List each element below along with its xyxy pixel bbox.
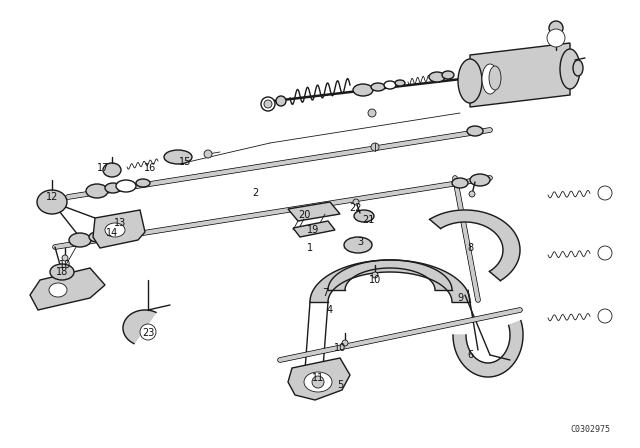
Text: 8: 8 bbox=[467, 243, 473, 253]
Text: 6: 6 bbox=[467, 350, 473, 360]
Ellipse shape bbox=[103, 228, 123, 240]
Ellipse shape bbox=[384, 81, 396, 89]
Text: 17: 17 bbox=[97, 163, 109, 173]
Circle shape bbox=[264, 100, 272, 108]
Text: 10: 10 bbox=[369, 275, 381, 285]
Ellipse shape bbox=[164, 150, 192, 164]
Circle shape bbox=[598, 186, 612, 200]
Ellipse shape bbox=[429, 72, 445, 82]
Circle shape bbox=[62, 255, 68, 261]
Ellipse shape bbox=[353, 84, 373, 96]
Text: 5: 5 bbox=[337, 380, 343, 390]
Circle shape bbox=[598, 309, 612, 323]
Ellipse shape bbox=[560, 49, 580, 89]
Polygon shape bbox=[288, 202, 340, 221]
Ellipse shape bbox=[467, 126, 483, 136]
Text: 10: 10 bbox=[334, 343, 346, 353]
Text: 13: 13 bbox=[114, 218, 126, 228]
Ellipse shape bbox=[105, 183, 121, 193]
Ellipse shape bbox=[470, 174, 490, 186]
Polygon shape bbox=[310, 260, 470, 302]
Ellipse shape bbox=[344, 237, 372, 253]
Circle shape bbox=[353, 199, 359, 205]
Polygon shape bbox=[123, 310, 156, 344]
Ellipse shape bbox=[442, 71, 454, 79]
Ellipse shape bbox=[123, 227, 137, 235]
Polygon shape bbox=[328, 260, 452, 290]
Text: 21: 21 bbox=[362, 215, 374, 225]
Polygon shape bbox=[93, 210, 145, 248]
Polygon shape bbox=[30, 268, 105, 310]
Circle shape bbox=[372, 272, 378, 278]
Ellipse shape bbox=[105, 223, 125, 237]
Ellipse shape bbox=[395, 80, 405, 86]
Ellipse shape bbox=[103, 163, 121, 177]
Circle shape bbox=[371, 143, 379, 151]
Text: 10: 10 bbox=[59, 260, 71, 270]
Ellipse shape bbox=[116, 180, 136, 192]
Text: 1: 1 bbox=[307, 243, 313, 253]
Text: 22: 22 bbox=[349, 203, 361, 213]
Text: 16: 16 bbox=[144, 163, 156, 173]
Polygon shape bbox=[429, 210, 520, 280]
Circle shape bbox=[368, 109, 376, 117]
Ellipse shape bbox=[304, 372, 332, 392]
Text: 7: 7 bbox=[322, 288, 328, 298]
Circle shape bbox=[549, 21, 563, 35]
Circle shape bbox=[469, 191, 475, 197]
Ellipse shape bbox=[452, 178, 468, 188]
Text: C0302975: C0302975 bbox=[570, 426, 610, 435]
Ellipse shape bbox=[489, 66, 501, 90]
Text: 12: 12 bbox=[46, 192, 58, 202]
Text: 11: 11 bbox=[312, 373, 324, 383]
Circle shape bbox=[547, 29, 565, 47]
Ellipse shape bbox=[89, 232, 105, 242]
Text: 4: 4 bbox=[327, 305, 333, 315]
Circle shape bbox=[261, 97, 275, 111]
Ellipse shape bbox=[354, 210, 374, 222]
Text: 23: 23 bbox=[142, 328, 154, 338]
Ellipse shape bbox=[573, 60, 583, 76]
Ellipse shape bbox=[50, 264, 74, 280]
Ellipse shape bbox=[69, 233, 91, 247]
Circle shape bbox=[598, 246, 612, 260]
Text: 9: 9 bbox=[457, 293, 463, 303]
Circle shape bbox=[276, 96, 286, 106]
Polygon shape bbox=[288, 358, 350, 400]
Ellipse shape bbox=[86, 184, 108, 198]
Circle shape bbox=[312, 376, 324, 388]
Text: 3: 3 bbox=[357, 237, 363, 247]
Polygon shape bbox=[453, 321, 523, 377]
Circle shape bbox=[204, 150, 212, 158]
Text: 19: 19 bbox=[307, 225, 319, 235]
Text: 20: 20 bbox=[298, 210, 310, 220]
Ellipse shape bbox=[458, 59, 482, 103]
Circle shape bbox=[342, 340, 348, 346]
Text: 14: 14 bbox=[106, 228, 118, 238]
Polygon shape bbox=[470, 43, 570, 107]
Ellipse shape bbox=[482, 64, 498, 94]
Ellipse shape bbox=[371, 83, 385, 91]
Ellipse shape bbox=[49, 283, 67, 297]
Circle shape bbox=[140, 324, 156, 340]
Text: 2: 2 bbox=[252, 188, 258, 198]
Polygon shape bbox=[293, 221, 335, 237]
Text: 18: 18 bbox=[56, 267, 68, 277]
Text: 15: 15 bbox=[179, 157, 191, 167]
Ellipse shape bbox=[37, 190, 67, 214]
Ellipse shape bbox=[136, 179, 150, 187]
